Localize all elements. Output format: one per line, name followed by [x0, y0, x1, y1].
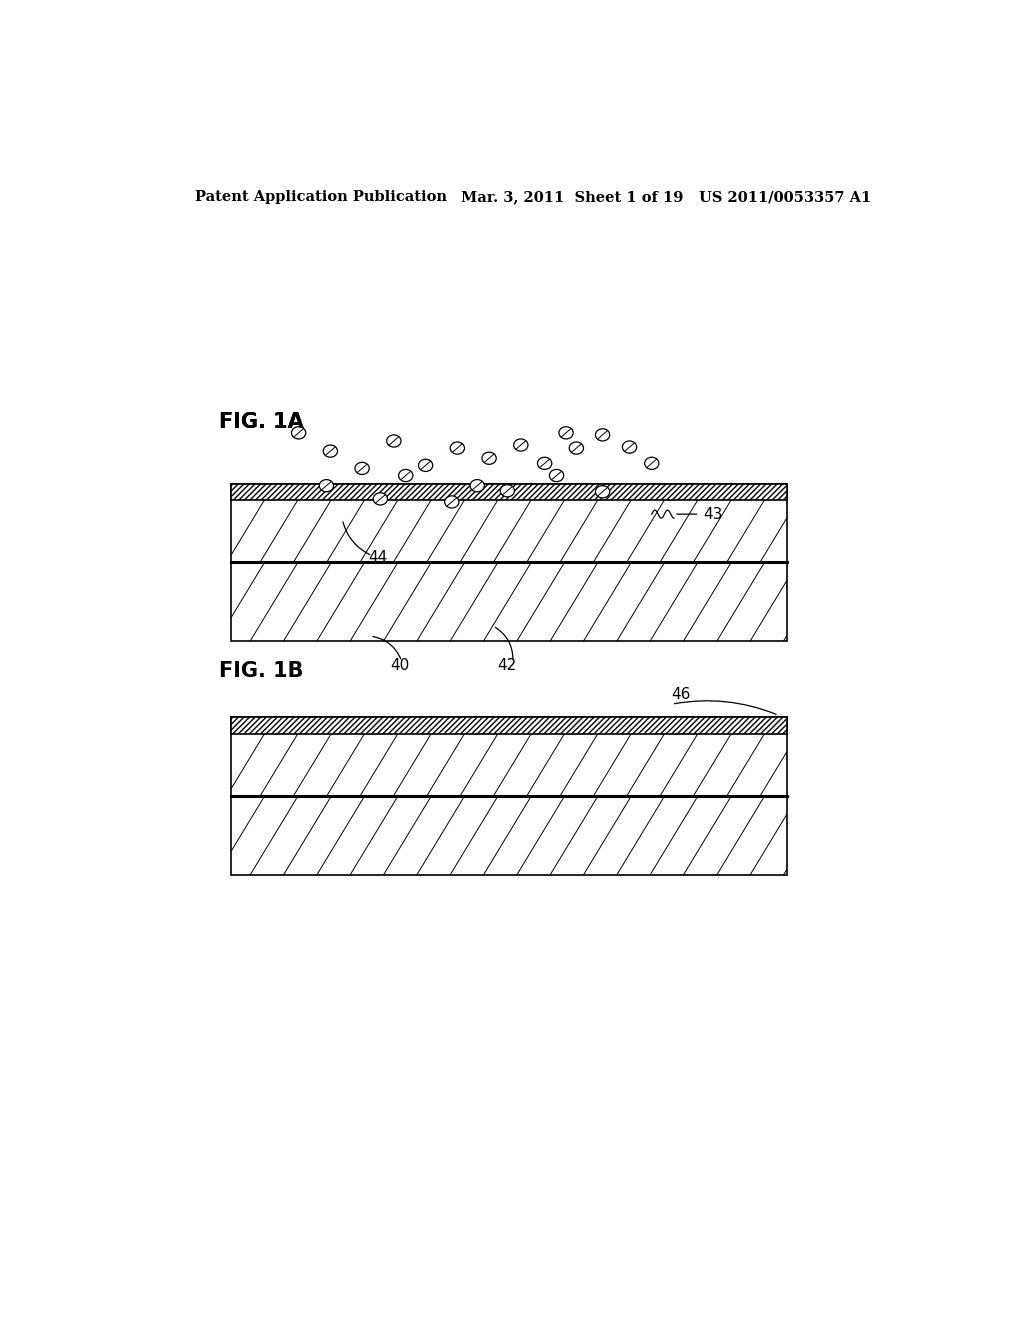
Text: FIG. 1A: FIG. 1A: [219, 412, 304, 432]
Text: 46: 46: [672, 688, 691, 702]
Ellipse shape: [319, 479, 334, 492]
Text: US 2011/0053357 A1: US 2011/0053357 A1: [699, 190, 871, 205]
Ellipse shape: [324, 445, 338, 457]
Ellipse shape: [373, 492, 387, 506]
Ellipse shape: [550, 470, 563, 482]
Ellipse shape: [470, 479, 484, 492]
Text: 42: 42: [497, 657, 516, 673]
Ellipse shape: [500, 484, 514, 496]
Bar: [231, 718, 786, 875]
Ellipse shape: [398, 470, 413, 482]
Ellipse shape: [482, 453, 497, 465]
Text: 40: 40: [390, 657, 410, 673]
Ellipse shape: [444, 496, 459, 508]
Text: FIG. 1A: FIG. 1A: [219, 412, 304, 432]
Ellipse shape: [387, 434, 401, 447]
Ellipse shape: [292, 426, 306, 440]
Ellipse shape: [514, 440, 528, 451]
Ellipse shape: [595, 429, 609, 441]
Ellipse shape: [451, 442, 465, 454]
Ellipse shape: [595, 486, 609, 498]
Ellipse shape: [538, 457, 552, 470]
Ellipse shape: [355, 462, 370, 474]
Text: Patent Application Publication: Patent Application Publication: [196, 190, 447, 205]
Text: Mar. 3, 2011  Sheet 1 of 19: Mar. 3, 2011 Sheet 1 of 19: [461, 190, 684, 205]
Text: FIG. 1B: FIG. 1B: [219, 661, 304, 681]
Ellipse shape: [419, 459, 433, 471]
Text: 44: 44: [369, 550, 388, 565]
Ellipse shape: [569, 442, 584, 454]
Text: 43: 43: [703, 507, 723, 521]
Ellipse shape: [623, 441, 637, 453]
Bar: [231, 718, 786, 734]
Ellipse shape: [645, 457, 658, 470]
Ellipse shape: [559, 426, 573, 440]
Bar: [231, 483, 786, 500]
Bar: [231, 483, 786, 642]
